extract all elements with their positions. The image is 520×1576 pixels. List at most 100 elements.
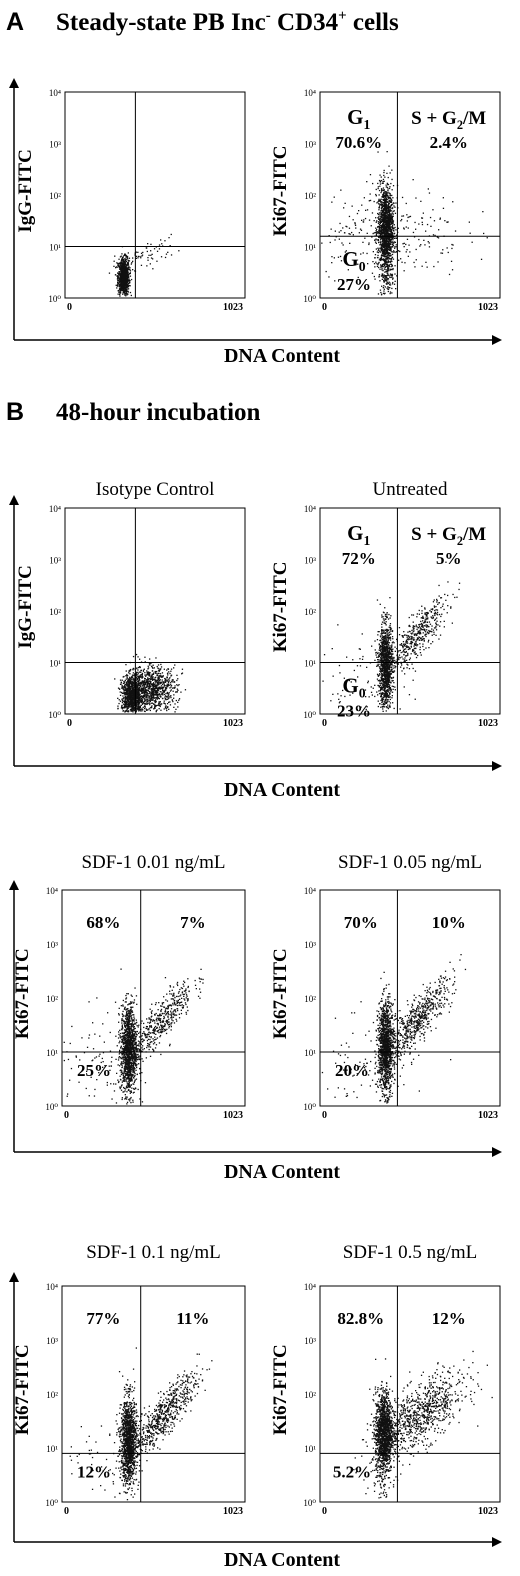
event-dot [127,288,130,290]
event-dot [167,674,169,676]
row1-x-axis-label: DNA Content [224,345,340,367]
event-dot [155,681,157,683]
event-dot [382,270,384,272]
event-dot [419,245,421,247]
event-dot [127,680,129,683]
event-dot [157,681,159,683]
event-dot [124,683,126,686]
event-dot [128,672,130,674]
event-dot [122,267,124,269]
event-dot [138,695,140,697]
event-dot [120,265,122,267]
x-tick-label: 0 [67,718,72,729]
event-dot [163,684,166,686]
event-dot [116,275,118,277]
event-dot [334,239,336,241]
event-dot [165,708,168,710]
event-dot [147,243,149,245]
event-dot [385,200,387,203]
event-dot [155,692,157,694]
event-dot [424,244,426,246]
event-dot [156,665,158,668]
event-dot [390,204,393,206]
y-tick-label: 10³ [49,556,61,566]
event-dot [151,673,153,676]
event-dot [125,264,128,266]
event-dot [155,704,157,707]
event-dot [147,698,149,700]
event-dot [139,706,141,708]
event-dot [118,699,120,701]
event-dot [124,694,126,696]
event-dot [381,196,383,198]
event-dot [386,274,388,277]
event-dot [391,253,394,256]
x-tick-label: 1023 [223,718,243,729]
event-dot [385,280,387,282]
event-dot [123,681,126,683]
event-dot [384,240,386,242]
event-dot [176,684,178,686]
event-dot [387,232,389,234]
y-tick-label: 10³ [304,140,316,150]
event-dot [158,244,161,246]
event-dot [123,688,125,691]
event-dot [122,703,125,705]
event-dot [121,284,123,287]
event-dot [154,706,156,709]
event-dot [125,289,127,291]
event-dot [132,711,134,713]
event-dot [122,697,124,700]
event-dot [132,705,134,707]
event-dot [381,189,383,191]
event-dot [159,695,161,698]
event-dot [393,251,395,254]
event-dot [126,274,128,276]
event-dot [130,709,132,711]
event-dot [168,692,170,694]
event-dot [163,668,165,670]
event-dot [156,260,158,262]
event-dot [159,686,161,688]
event-dot [128,284,130,287]
event-dot [168,671,170,673]
event-dot [119,291,121,293]
event-dot [372,261,374,263]
event-dot [116,284,119,286]
event-dot [125,282,127,284]
event-dot [143,710,146,712]
event-dot [386,172,388,174]
event-dot [380,214,383,216]
event-dot [389,623,392,625]
event-dot [383,174,385,177]
event-dot [144,689,146,692]
event-dot [127,262,129,264]
event-dot [121,277,123,279]
event-dot [387,191,389,193]
event-dot [176,674,178,676]
event-dot [125,295,127,297]
event-dot [442,249,444,251]
event-dot [173,667,175,669]
event-dot [127,684,129,686]
event-dot [168,680,171,682]
event-dot [368,242,370,244]
event-dot [440,252,442,254]
event-dot [381,265,384,268]
event-dot [389,228,391,230]
event-dot [391,227,393,229]
event-dot [118,279,120,282]
event-dot [129,272,131,275]
event-dot [386,242,388,245]
event-dot [158,248,161,250]
event-dot [377,659,380,661]
event-dot [116,285,119,287]
event-dot [401,196,404,199]
event-dot [128,274,130,276]
event-dot [128,266,130,268]
event-dot [378,198,380,200]
y-tick-label: 10¹ [304,243,316,253]
event-dot [387,184,389,186]
event-dot [383,244,386,246]
